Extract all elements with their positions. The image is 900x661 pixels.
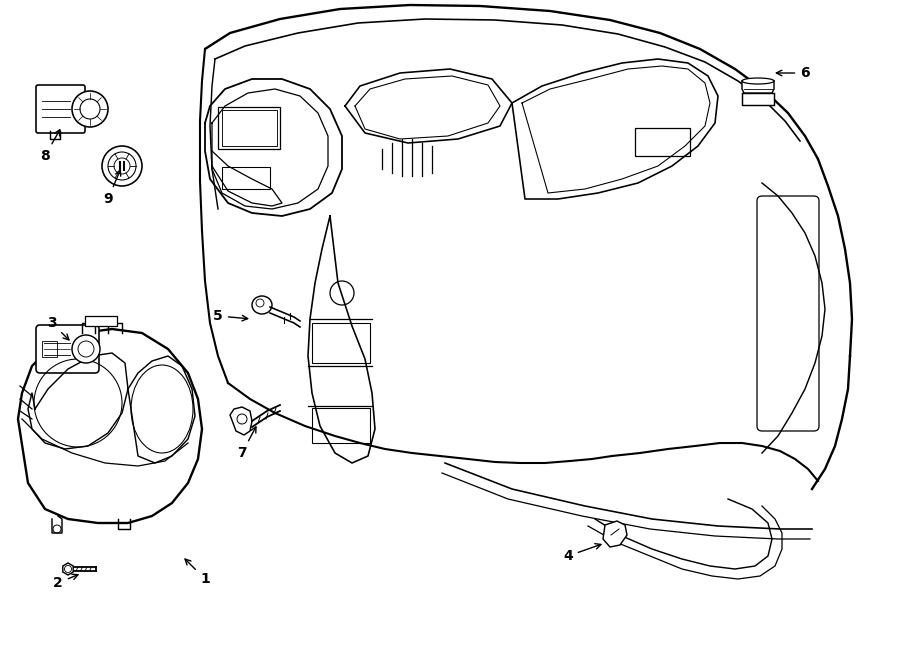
Ellipse shape [742,78,774,84]
FancyBboxPatch shape [36,85,85,133]
Text: 4: 4 [563,543,601,563]
Circle shape [72,91,108,127]
FancyBboxPatch shape [36,325,99,373]
Text: 9: 9 [104,170,121,206]
Text: 5: 5 [213,309,248,323]
Circle shape [102,146,142,186]
Polygon shape [603,521,627,547]
Polygon shape [63,563,73,575]
Text: 7: 7 [238,427,256,460]
Text: 8: 8 [40,130,60,163]
Circle shape [237,414,247,424]
Text: 6: 6 [777,66,810,80]
Text: 2: 2 [53,574,78,590]
Text: 1: 1 [185,559,210,586]
Text: 3: 3 [47,316,69,340]
Ellipse shape [256,299,264,307]
FancyBboxPatch shape [742,93,774,105]
Polygon shape [18,329,202,523]
Ellipse shape [252,296,272,314]
Polygon shape [742,81,774,93]
Circle shape [72,335,100,363]
Polygon shape [230,407,252,435]
FancyBboxPatch shape [85,316,117,326]
